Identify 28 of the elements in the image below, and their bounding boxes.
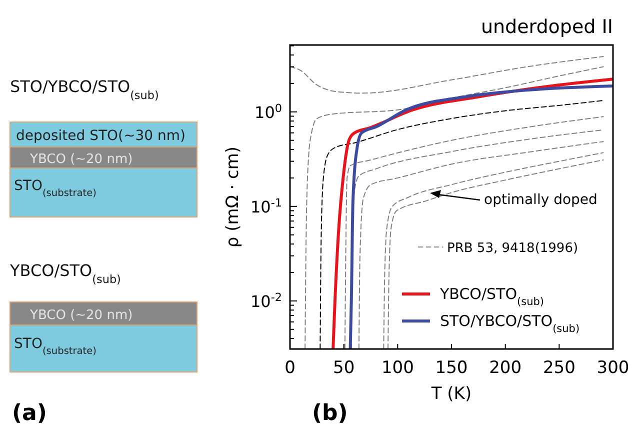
text: STO$_{(substrate)}$	[14, 336, 96, 356]
x-tick-label: 0	[284, 358, 296, 378]
y-tick-label: 10$^{-2}$	[250, 290, 282, 311]
chart-title: underdoped II	[480, 16, 613, 38]
x-tick-label: 300	[596, 358, 630, 378]
text: YBCO (~20 nm)	[29, 152, 133, 167]
text: STO/YBCO/STO$_{(sub)}$	[10, 77, 159, 102]
legend-label: YBCO/STO$_{(sub)}$	[439, 285, 544, 308]
text: YBCO/STO$_{(sub)}$	[9, 261, 121, 286]
x-tick-label: 250	[542, 358, 576, 378]
text: STO$_{(substrate)}$	[14, 178, 96, 198]
x-axis-title: T (K)	[430, 384, 472, 404]
y-tick-label: 10$^{-1}$	[250, 196, 282, 216]
legend-label: PRB 53, 9418(1996)	[447, 241, 578, 256]
x-tick-label: 150	[435, 358, 468, 378]
legend-label: STO/YBCO/STO$_{(sub)}$	[440, 312, 580, 335]
x-tick-label: 100	[381, 358, 414, 378]
line-series	[304, 66, 604, 349]
text: (a)	[12, 401, 47, 426]
x-tick-label: 50	[333, 358, 355, 378]
y-axis-title: ρ (mΩ · cm)	[223, 146, 243, 248]
text: (b)	[312, 401, 348, 426]
y-tick-label: 10$^{0}$	[254, 101, 282, 122]
text: deposited STO(~30 nm)	[16, 128, 186, 144]
annotation: optimally doped	[484, 192, 598, 208]
text: YBCO (~20 nm)	[29, 308, 133, 323]
line-series	[290, 56, 604, 94]
x-tick-label: 200	[489, 358, 522, 378]
